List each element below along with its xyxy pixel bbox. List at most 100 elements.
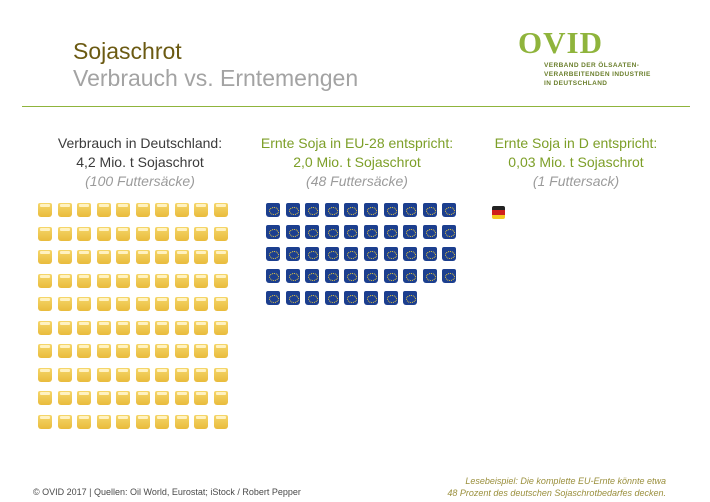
ovid-logo: OVID VERBAND DER ÖLSAATEN- VERARBEITENDE…: [518, 25, 688, 94]
gold-sack-icon: [57, 250, 72, 264]
gold-sack-icon: [96, 344, 111, 358]
gold-sack-icon: [57, 344, 72, 358]
gold-sack-icon: [96, 391, 111, 405]
gold-sack-icon: [96, 320, 111, 335]
column-heading: Verbrauch in Deutschland:: [57, 135, 223, 151]
eu-flag-sack-icon: [344, 203, 359, 217]
consumption-sack-grid: [38, 203, 228, 429]
gold-sack-icon: [194, 367, 208, 382]
eu-flag-sack-icon: [383, 291, 398, 305]
gold-sack-icon: [77, 344, 91, 358]
gold-sack-icon: [57, 414, 72, 429]
header-divider: [22, 106, 690, 107]
eu-flag-sack-icon: [266, 203, 280, 217]
gold-sack-icon: [174, 391, 189, 405]
gold-sack-icon: [116, 367, 130, 382]
gold-sack-icon: [96, 273, 111, 288]
gold-sack-icon: [96, 250, 111, 264]
footer-source: © OVID 2017 | Quellen: Oil World, Eurost…: [33, 487, 301, 497]
gold-sack-icon: [116, 391, 130, 405]
gold-sack-icon: [194, 344, 208, 358]
gold-sack-icon: [135, 391, 150, 405]
gold-sack-icon: [155, 414, 169, 429]
gold-sack-icon: [77, 226, 91, 241]
gold-sack-icon: [155, 344, 169, 358]
gold-sack-icon: [77, 250, 91, 264]
eu-flag-sack-icon: [442, 269, 457, 283]
eu-flag-sack-icon: [285, 291, 300, 305]
eu-flag-sack-icon: [266, 269, 280, 283]
gold-sack-icon: [77, 367, 91, 382]
gold-sack-icon: [174, 414, 189, 429]
gold-sack-icon: [77, 273, 91, 288]
gold-sack-icon: [155, 367, 169, 382]
gold-sack-icon: [135, 203, 150, 217]
gold-sack-icon: [57, 273, 72, 288]
eu-flag-sack-icon: [363, 225, 378, 239]
gold-sack-icon: [155, 297, 169, 311]
eu-flag-sack-icon: [422, 203, 437, 217]
eu-flag-sack-icon: [403, 269, 418, 283]
gold-sack-icon: [135, 250, 150, 264]
gold-sack-icon: [57, 297, 72, 311]
eu-flag-sack-icon: [403, 247, 418, 261]
eu-harvest-sack-grid: [266, 203, 457, 305]
gold-sack-icon: [194, 250, 208, 264]
eu-flag-sack-icon: [422, 225, 437, 239]
logo-tagline-2: VERARBEITENDEN INDUSTRIE: [544, 71, 651, 78]
eu-flag-sack-icon: [344, 225, 359, 239]
gold-sack-icon: [155, 391, 169, 405]
eu-flag-sack-icon: [324, 269, 339, 283]
eu-flag-sack-icon: [285, 269, 300, 283]
gold-sack-icon: [194, 297, 208, 311]
gold-sack-icon: [174, 297, 189, 311]
column-harvest-germany: Ernte Soja in D entspricht: 0,03 Mio. t …: [476, 134, 676, 191]
eu-flag-sack-icon: [305, 247, 320, 261]
gold-sack-icon: [116, 250, 130, 264]
gold-sack-icon: [77, 414, 91, 429]
column-harvest-eu28: Ernte Soja in EU-28 entspricht: 2,0 Mio.…: [252, 134, 462, 191]
eu-flag-sack-icon: [422, 247, 437, 261]
gold-sack-icon: [96, 297, 111, 311]
gold-sack-icon: [213, 344, 228, 358]
column-heading: Ernte Soja in D entspricht:: [494, 135, 658, 151]
footer-note-line-1: Lesebeispiel: Die komplette EU-Ernte kön…: [465, 476, 666, 486]
logo-tagline-1: VERBAND DER ÖLSAATEN-: [544, 62, 640, 69]
eu-flag-sack-icon: [324, 291, 339, 305]
gold-sack-icon: [38, 250, 52, 264]
eu-flag-sack-icon: [383, 225, 398, 239]
gold-sack-icon: [155, 320, 169, 335]
eu-flag-sack-icon: [403, 291, 418, 305]
gold-sack-icon: [77, 391, 91, 405]
gold-sack-icon: [38, 414, 52, 429]
eu-flag-sack-icon: [442, 247, 457, 261]
eu-flag-sack-icon: [305, 291, 320, 305]
gold-sack-icon: [38, 391, 52, 405]
gold-sack-icon: [213, 414, 228, 429]
gold-sack-icon: [174, 367, 189, 382]
eu-flag-sack-icon: [324, 225, 339, 239]
column-sack-count: (100 Futtersäcke): [85, 173, 195, 189]
eu-flag-sack-icon: [363, 203, 378, 217]
eu-flag-sack-icon: [363, 291, 378, 305]
gold-sack-icon: [213, 226, 228, 241]
gold-sack-icon: [194, 203, 208, 217]
gold-sack-icon: [135, 273, 150, 288]
gold-sack-icon: [57, 320, 72, 335]
logo-wordmark: OVID: [518, 25, 603, 60]
eu-flag-sack-icon: [266, 291, 280, 305]
gold-sack-icon: [38, 344, 52, 358]
eu-flag-sack-icon: [363, 247, 378, 261]
gold-sack-icon: [135, 367, 150, 382]
gold-sack-icon: [135, 226, 150, 241]
gold-sack-icon: [213, 367, 228, 382]
gold-sack-icon: [213, 273, 228, 288]
column-sack-count: (48 Futtersäcke): [306, 173, 408, 189]
gold-sack-icon: [116, 320, 130, 335]
gold-sack-icon: [38, 367, 52, 382]
gold-sack-icon: [135, 344, 150, 358]
eu-flag-sack-icon: [285, 203, 300, 217]
logo-tagline-3: IN DEUTSCHLAND: [544, 80, 608, 87]
gold-sack-icon: [57, 226, 72, 241]
gold-sack-icon: [96, 367, 111, 382]
